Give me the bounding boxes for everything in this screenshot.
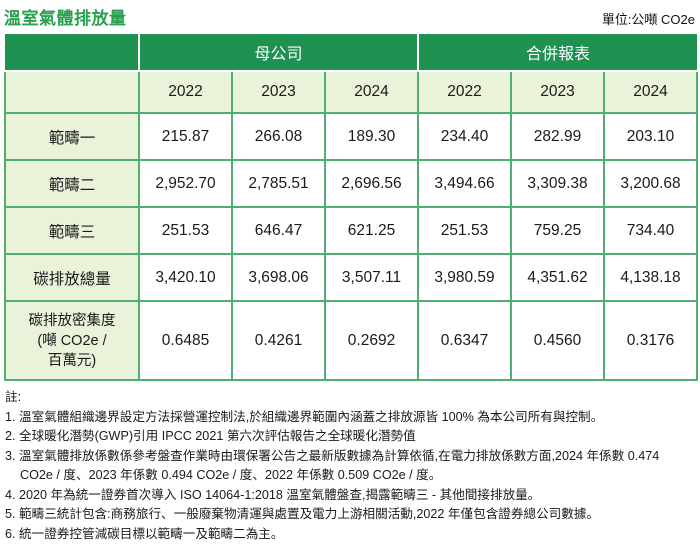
- value-cell: 0.4261: [231, 300, 326, 381]
- value-cell: 3,980.59: [417, 253, 512, 302]
- row-label: 範疇三: [4, 206, 140, 255]
- value-cell: 2,696.56: [324, 159, 419, 208]
- value-cell: 759.25: [510, 206, 605, 255]
- year-header: 2022: [417, 70, 512, 114]
- value-cell: 3,200.68: [603, 159, 698, 208]
- footnotes-heading: 註:: [5, 390, 22, 404]
- value-cell: 4,351.62: [510, 253, 605, 302]
- value-cell: 251.53: [417, 206, 512, 255]
- page-title: 溫室氣體排放量: [4, 9, 127, 28]
- value-cell: 189.30: [324, 112, 419, 161]
- footnote-item: 4. 2020 年為統一證券首次導入 ISO 14064-1:2018 溫室氣體…: [5, 487, 541, 502]
- year-header-row: 2022 2023 2024 2022 2023 2024: [4, 70, 698, 114]
- value-cell: 282.99: [510, 112, 605, 161]
- year-header: 2024: [603, 70, 698, 114]
- value-cell: 0.2692: [324, 300, 419, 381]
- year-header: 2024: [324, 70, 419, 114]
- value-cell: 3,309.38: [510, 159, 605, 208]
- value-cell: 3,698.06: [231, 253, 326, 302]
- header-bar: 溫室氣體排放量 單位:公噸 CO2e: [0, 0, 700, 32]
- value-cell: 621.25: [324, 206, 419, 255]
- corner-cell: [5, 34, 140, 72]
- value-cell: 215.87: [138, 112, 233, 161]
- footnote-item: 2. 全球暖化潛勢(GWP)引用 IPCC 2021 第六次評估報告之全球暖化潛…: [5, 429, 416, 443]
- year-header: 2023: [231, 70, 326, 114]
- value-cell: 0.4560: [510, 300, 605, 381]
- row-label: 範疇一: [4, 112, 140, 161]
- value-cell: 3,420.10: [138, 253, 233, 302]
- value-cell: 2,785.51: [231, 159, 326, 208]
- value-cell: 3,507.11: [324, 253, 419, 302]
- footnotes: 註: 1. 溫室氣體組織邊界設定方法採營運控制法,於組織邊界範圍內涵蓋之排放源皆…: [5, 388, 695, 544]
- value-cell: 4,138.18: [603, 253, 698, 302]
- row-label: 碳排放密集度 (噸 CO2e / 百萬元): [4, 300, 140, 381]
- value-cell: 0.3176: [603, 300, 698, 381]
- year-header: 2023: [510, 70, 605, 114]
- table-row-scope2: 範疇二 2,952.70 2,785.51 2,696.56 3,494.66 …: [4, 159, 698, 208]
- footnote-item: 3. 溫室氣體排放係數係參考盤查作業時由環保署公告之最新版數據為計算依循,在電力…: [5, 448, 660, 483]
- footnote-item: 5. 範疇三統計包含:商務旅行、一般廢棄物清運與處置及電力上游相關活動,2022…: [5, 507, 600, 521]
- group-header-parent-company: 母公司: [138, 34, 419, 72]
- table-row-total-emissions: 碳排放總量 3,420.10 3,698.06 3,507.11 3,980.5…: [4, 253, 698, 302]
- row-label: 範疇二: [4, 159, 140, 208]
- group-header-consolidated: 合併報表: [417, 34, 697, 72]
- value-cell: 234.40: [417, 112, 512, 161]
- footnote-item: 1. 溫室氣體組織邊界設定方法採營運控制法,於組織邊界範圍內涵蓋之排放源皆 10…: [5, 409, 604, 424]
- value-cell: 0.6347: [417, 300, 512, 381]
- table-row-emission-intensity: 碳排放密集度 (噸 CO2e / 百萬元) 0.6485 0.4261 0.26…: [4, 300, 698, 381]
- value-cell: 3,494.66: [417, 159, 512, 208]
- value-cell: 2,952.70: [138, 159, 233, 208]
- row-label: 碳排放總量: [4, 253, 140, 302]
- ghg-emissions-table: 母公司 合併報表 2022 2023 2024 2022 2023 2024 範…: [4, 34, 698, 381]
- footnote-item: 6. 統一證券控管減碳目標以範疇一及範疇二為主。: [5, 526, 284, 541]
- table-row-scope1: 範疇一 215.87 266.08 189.30 234.40 282.99 2…: [4, 112, 698, 161]
- value-cell: 203.10: [603, 112, 698, 161]
- value-cell: 266.08: [231, 112, 326, 161]
- value-cell: 646.47: [231, 206, 326, 255]
- value-cell: 251.53: [138, 206, 233, 255]
- year-header: 2022: [138, 70, 233, 114]
- value-cell: 0.6485: [138, 300, 233, 381]
- value-cell: 734.40: [603, 206, 698, 255]
- table-row-scope3: 範疇三 251.53 646.47 621.25 251.53 759.25 7…: [4, 206, 698, 255]
- unit-label: 單位:公噸 CO2e: [601, 12, 695, 27]
- group-header-row: 母公司 合併報表: [5, 34, 697, 72]
- year-row-corner-cell: [4, 70, 140, 114]
